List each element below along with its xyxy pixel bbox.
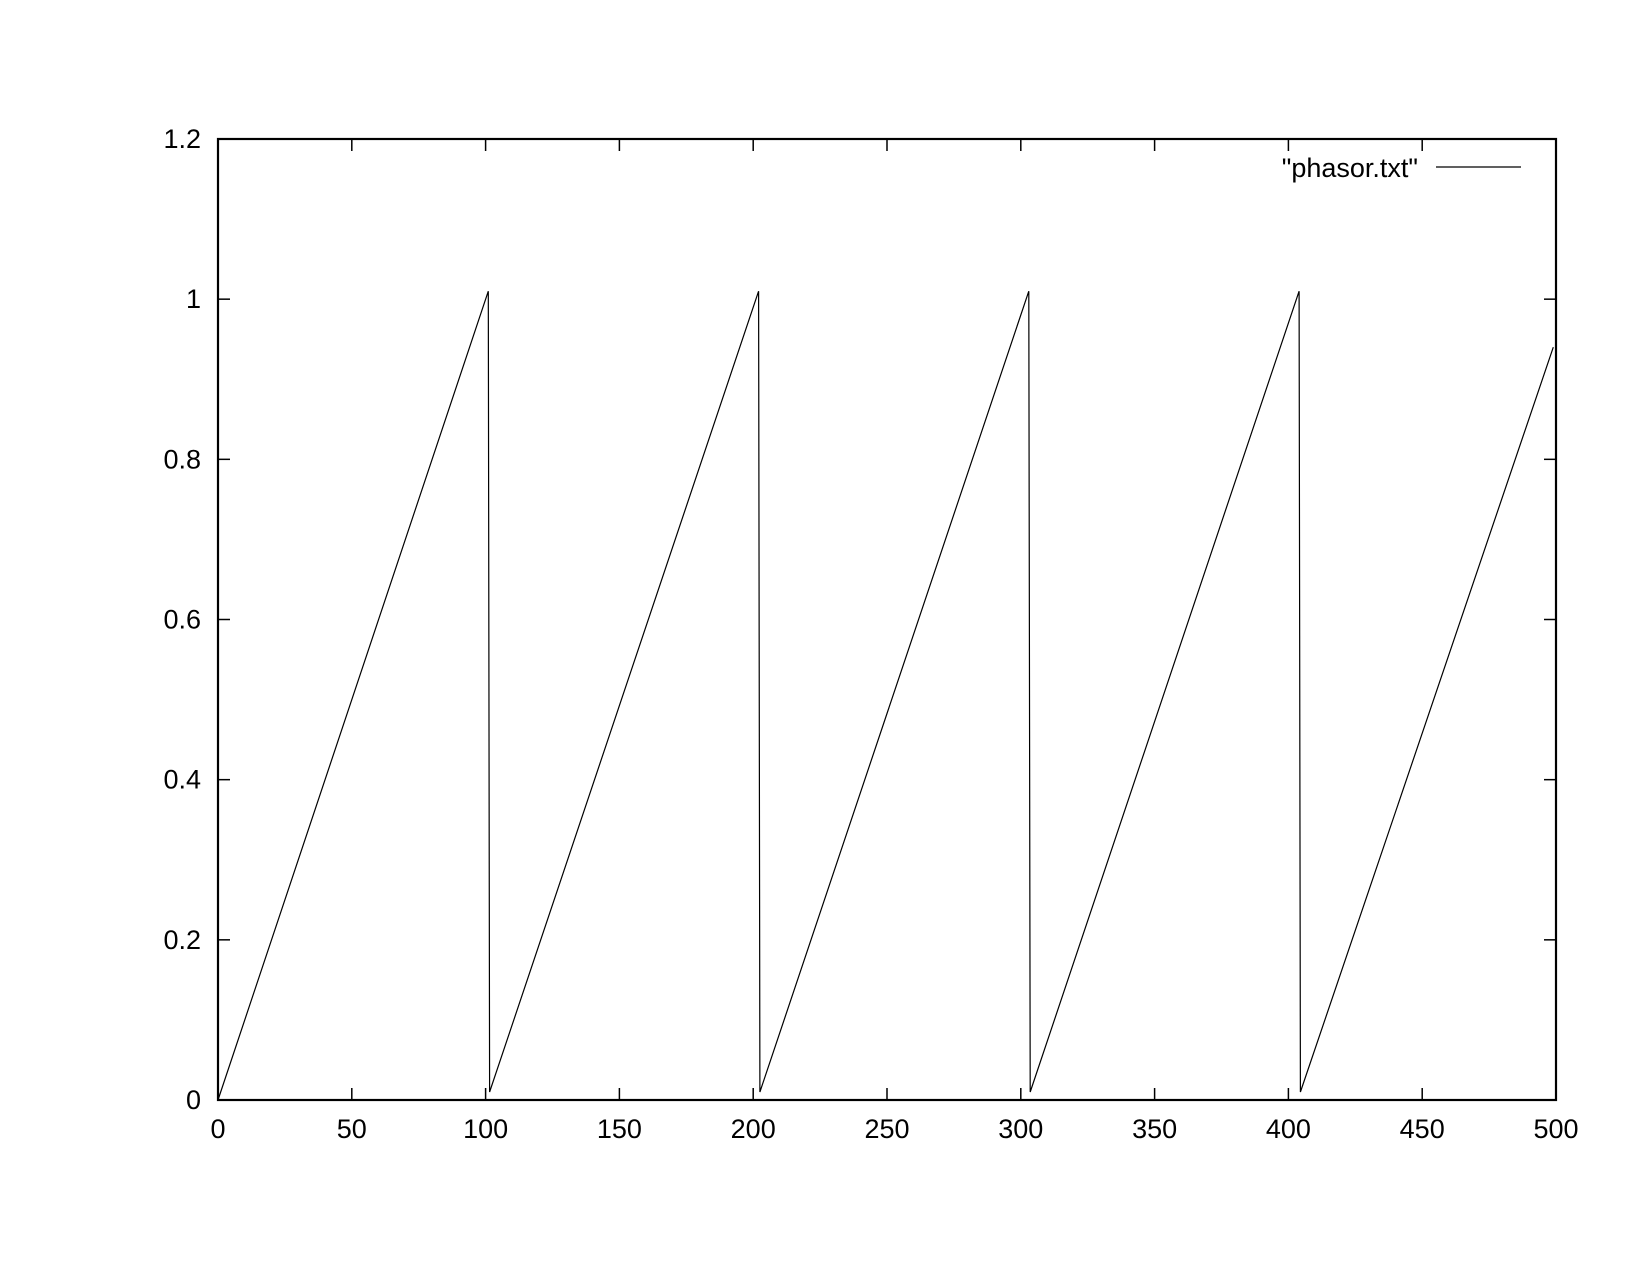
series-layer: [217, 291, 1554, 1101]
x-tick-label: 50: [337, 1114, 367, 1144]
legend-label: "phasor.txt": [1282, 153, 1418, 183]
plot-frame: [216, 137, 1558, 1102]
x-tick-label: 200: [731, 1114, 776, 1144]
x-tick-label: 450: [1400, 1114, 1445, 1144]
y-tick-label: 0.2: [163, 925, 201, 955]
legend: "phasor.txt": [1282, 153, 1521, 183]
axes: 0 50 100 150 200 250 300 350 400 450 500 0 0.2 0.4 0.6…: [163, 124, 1578, 1144]
y-tick-label: 1.2: [163, 124, 201, 154]
x-tick-label: 300: [998, 1114, 1043, 1144]
x-tick-label: 350: [1132, 1114, 1177, 1144]
y-tick-label: 0: [186, 1085, 201, 1115]
x-tick-label: 0: [210, 1114, 225, 1144]
x-tick-label: 100: [463, 1114, 508, 1144]
x-tick-label: 400: [1266, 1114, 1311, 1144]
x-tick-label: 250: [864, 1114, 909, 1144]
y-tick-label: 1: [186, 284, 201, 314]
series-line: [217, 291, 1554, 1101]
x-tick-label: 500: [1533, 1114, 1578, 1144]
x-tick-label: 150: [597, 1114, 642, 1144]
y-tick-label: 0.6: [163, 605, 201, 635]
y-tick-label: 0.4: [163, 765, 201, 795]
y-tick-label: 0.8: [163, 444, 201, 474]
